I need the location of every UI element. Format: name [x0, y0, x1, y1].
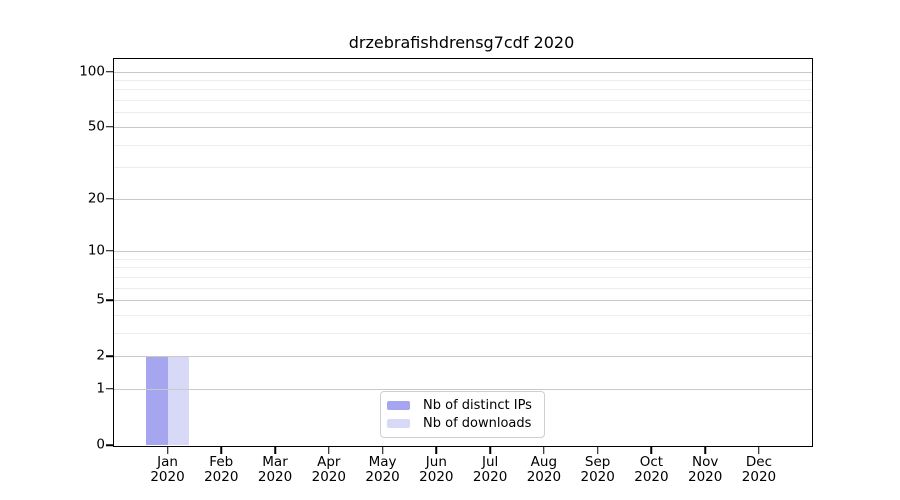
major-gridline [114, 388, 812, 390]
x-tick-mark [596, 446, 599, 454]
y-tick-mark [106, 444, 114, 446]
chart-title: drzebrafishdrensg7cdf 2020 [348, 33, 575, 52]
x-tick-label-feb: Feb 2020 [204, 454, 239, 485]
y-tick-mark [106, 299, 114, 301]
minor-gridline [114, 100, 812, 102]
x-tick-label-aug: Aug 2020 [526, 454, 562, 485]
x-tick-mark [758, 446, 760, 454]
minor-gridline [114, 332, 812, 334]
nb-of-distinct-ips-bar-jan [146, 356, 168, 445]
x-tick-label-oct: Oct 2020 [634, 454, 669, 485]
legend-item-nb-of-downloads: Nb of downloads [387, 417, 536, 430]
y-tick-label: 0 [96, 436, 105, 453]
x-tick-label-mar: Mar 2020 [257, 454, 293, 485]
minor-gridline [114, 267, 812, 269]
x-tick-mark [166, 446, 169, 454]
y-tick-label: 1 [96, 380, 105, 397]
major-gridline [114, 300, 812, 302]
minor-gridline [114, 167, 812, 169]
x-tick-label-jan: Jan 2020 [150, 454, 185, 485]
y-tick-label: 2 [96, 347, 105, 364]
legend-swatch-nb-of-distinct-ips [387, 401, 410, 410]
minor-gridline [114, 314, 812, 316]
major-gridline [114, 250, 812, 252]
x-tick-mark [543, 446, 545, 454]
legend-swatch-nb-of-downloads [387, 419, 410, 428]
major-gridline [114, 126, 812, 128]
x-tick-label-jun: Jun 2020 [419, 454, 454, 485]
x-tick-mark [650, 446, 653, 454]
legend-label-nb-of-downloads: Nb of downloads [423, 416, 532, 431]
x-tick-mark [489, 446, 491, 454]
major-gridline [114, 198, 812, 200]
minor-gridline [114, 112, 812, 114]
plot-area: Nb of distinct IPs Nb of downloads 0 1 2 5 1… [79, 58, 813, 485]
x-tick-label-nov: Nov 2020 [688, 454, 723, 485]
x-tick-mark [328, 446, 330, 454]
minor-gridline [114, 258, 812, 260]
y-tick-mark [106, 70, 114, 73]
x-tick-mark [435, 446, 438, 454]
x-tick-mark [274, 446, 276, 454]
minor-gridline [114, 287, 812, 289]
y-tick-label: 20 [87, 189, 105, 206]
legend: Nb of distinct IPs Nb of downloads [380, 391, 545, 438]
minor-gridline [114, 144, 812, 146]
y-tick-mark [106, 355, 114, 357]
major-gridline [114, 356, 812, 358]
x-tick-mark [220, 446, 223, 454]
x-tick-mark [381, 446, 384, 454]
x-tick-label-jul: Jul 2020 [472, 454, 508, 485]
y-tick-label: 10 [87, 242, 105, 259]
x-tick-label-sep: Sep 2020 [580, 454, 615, 485]
y-tick-label: 5 [96, 291, 105, 308]
y-tick-mark [106, 197, 114, 200]
major-gridline [114, 71, 812, 73]
y-tick-label: 50 [87, 118, 105, 135]
minor-gridline [114, 276, 812, 278]
x-tick-label-dec: Dec 2020 [741, 454, 777, 485]
nb-of-downloads-bar-jan [167, 356, 189, 445]
legend-label-nb-of-distinct-ips: Nb of distinct IPs [423, 398, 532, 413]
minor-gridline [114, 80, 812, 82]
x-tick-label-may: May 2020 [365, 454, 400, 485]
y-tick-mark [106, 388, 114, 390]
y-tick-mark [106, 250, 114, 252]
minor-gridline [114, 89, 812, 91]
x-tick-label-apr: Apr 2020 [311, 454, 346, 485]
y-tick-label: 100 [79, 62, 105, 79]
legend-item-nb-of-distinct-ips: Nb of distinct IPs [387, 399, 536, 412]
y-tick-mark [106, 126, 114, 128]
x-tick-mark [704, 446, 706, 454]
